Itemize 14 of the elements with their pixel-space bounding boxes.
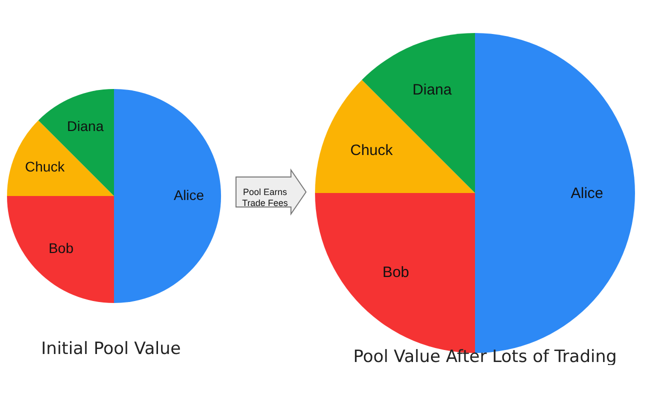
pie-slice bbox=[7, 196, 114, 303]
slice-label: Chuck bbox=[24, 158, 66, 174]
slice-label: Diana bbox=[67, 118, 104, 134]
pie-slice bbox=[315, 80, 475, 193]
slice-label: Chuck bbox=[350, 142, 394, 160]
slice-label: Alice bbox=[570, 185, 604, 202]
text: Pool Earns Trade Fees bbox=[242, 187, 288, 208]
slice-label: Bob bbox=[382, 264, 410, 282]
pie-slice bbox=[114, 89, 221, 303]
text: Initial Pool Value bbox=[41, 339, 181, 359]
slice-label: Bob bbox=[48, 240, 74, 256]
slice-label: Diana bbox=[412, 82, 452, 99]
slice-label: Alice bbox=[174, 187, 204, 203]
pie-slice bbox=[7, 120, 114, 196]
